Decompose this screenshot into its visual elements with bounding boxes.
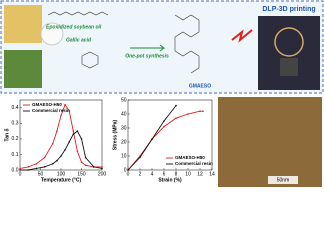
arrow <box>130 44 166 52</box>
legend-label: GMAESO-H50 <box>32 102 62 107</box>
x-tick-label: 0 <box>19 171 22 177</box>
point <box>72 133 75 136</box>
sem-photo <box>218 97 322 187</box>
x-tick-label: 4 <box>151 171 154 177</box>
acid-powder <box>40 22 64 46</box>
y-tick-label: 0 <box>124 167 127 173</box>
point <box>64 103 66 106</box>
acid-label: Gallic acid <box>66 37 92 43</box>
point <box>101 166 103 168</box>
point <box>60 155 62 157</box>
legend-label: Commercial resin <box>32 108 70 113</box>
product-label: GMAESO <box>189 83 211 89</box>
legend-label: Commercial resin <box>175 161 213 166</box>
y-tick-label: 0.0 <box>12 167 19 173</box>
point <box>80 138 83 140</box>
point <box>27 169 30 171</box>
point <box>72 130 75 132</box>
gmaeso-structure <box>174 14 200 74</box>
print-photo <box>258 16 320 90</box>
point <box>84 164 87 167</box>
leaf-photo <box>4 50 42 88</box>
arrow <box>231 29 253 43</box>
oil-label: Epoxidized soybean oil <box>46 24 102 30</box>
y-axis-label: Stress (MPa) <box>112 120 118 151</box>
y-tick-label: 0.4 <box>12 105 19 111</box>
x-axis-label: Temperature (°C) <box>41 177 82 183</box>
point <box>64 148 66 151</box>
point <box>68 110 70 112</box>
point <box>19 167 21 170</box>
point <box>151 138 153 140</box>
point <box>76 130 79 132</box>
point <box>163 120 165 122</box>
x-tick-label: 0 <box>127 171 130 177</box>
y-tick-label: 40 <box>121 111 127 117</box>
scale-label: 50nm <box>277 177 290 183</box>
point <box>52 162 54 165</box>
point <box>35 162 38 165</box>
x-tick-label: 6 <box>163 171 166 177</box>
x-tick-label: 14 <box>209 171 215 177</box>
x-tick-label: 8 <box>175 171 178 177</box>
y-tick-label: 30 <box>121 125 127 131</box>
legend-label: GMAESO-H50 <box>175 155 205 160</box>
y-tick-label: 0.2 <box>12 136 19 142</box>
y-tick-label: 0.1 <box>12 152 19 158</box>
point <box>199 110 201 112</box>
y-tick-label: 10 <box>121 153 127 159</box>
printed-object <box>274 27 304 57</box>
oil-structure <box>47 11 109 16</box>
point <box>52 142 54 145</box>
y-tick-label: 50 <box>121 97 127 103</box>
point <box>27 166 30 168</box>
y-axis-label: Tan δ <box>4 129 10 142</box>
x-axis-label: Strain (%) <box>158 177 182 183</box>
point <box>139 156 141 159</box>
point <box>202 110 204 112</box>
point <box>76 150 79 153</box>
printing-label: DLP-3D printing <box>262 6 315 13</box>
acid-structure <box>81 51 99 69</box>
graphical-abstract: Epoxidized soybean oil Gallic acid One-p… <box>0 0 324 187</box>
series-line <box>127 110 203 171</box>
x-tick-label: 200 <box>98 171 107 177</box>
x-tick-label: 50 <box>38 171 44 177</box>
point <box>68 141 70 143</box>
scale-box <box>268 176 298 184</box>
point <box>35 167 38 170</box>
point <box>56 130 58 132</box>
point <box>60 114 62 117</box>
printer-base <box>280 58 298 76</box>
point <box>80 161 83 164</box>
x-tick-label: 150 <box>77 171 86 177</box>
y-tick-label: 0.3 <box>12 121 19 127</box>
point <box>127 169 129 171</box>
x-tick-label: 100 <box>57 171 66 177</box>
point <box>163 125 165 128</box>
point <box>19 169 21 171</box>
point <box>175 104 177 107</box>
point <box>43 166 46 168</box>
point <box>43 156 46 159</box>
soybean-photo <box>4 5 42 43</box>
point <box>187 113 189 115</box>
point <box>84 156 87 159</box>
point <box>101 167 103 170</box>
point <box>56 159 58 162</box>
point <box>175 117 177 119</box>
x-tick-label: 10 <box>185 171 191 177</box>
y-tick-label: 20 <box>121 139 127 145</box>
x-tick-label: 2 <box>139 171 142 177</box>
x-tick-label: 12 <box>197 171 203 177</box>
point <box>93 166 95 168</box>
plot-frame <box>19 99 103 171</box>
synthesis-label: One-pot synthesis <box>125 53 169 59</box>
